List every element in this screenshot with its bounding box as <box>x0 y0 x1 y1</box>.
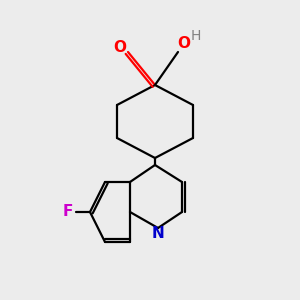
Text: H: H <box>191 29 201 43</box>
Text: F: F <box>63 205 73 220</box>
Text: O: O <box>178 37 190 52</box>
Text: N: N <box>152 226 164 241</box>
Text: O: O <box>113 40 127 55</box>
